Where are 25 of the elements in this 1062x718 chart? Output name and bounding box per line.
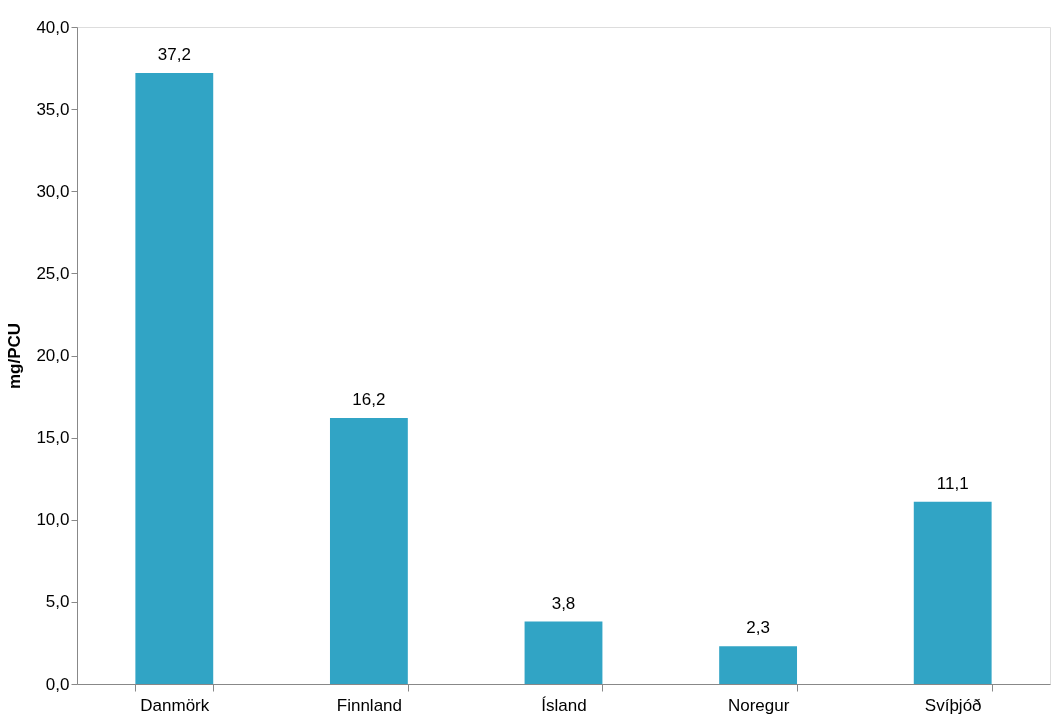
x-tick-label: Ísland: [541, 695, 587, 715]
data-label: 3,8: [551, 593, 576, 613]
data-label: 11,1: [936, 473, 969, 493]
y-tick-label: 20,0: [36, 346, 70, 365]
y-axis-title: mg/PCU: [5, 322, 25, 390]
bar: [719, 646, 798, 684]
bar: [329, 417, 408, 684]
y-tick-label: 5,0: [45, 592, 70, 612]
y-tick-label: 30,0: [36, 181, 70, 201]
y-tick-label: 25,0: [36, 263, 70, 283]
bar: [135, 72, 214, 684]
x-tick-label: Finnland: [336, 695, 403, 715]
y-tick-label: 10,0: [36, 510, 70, 530]
x-tick-label: Noregur: [727, 695, 790, 715]
data-label: 2,3: [746, 618, 770, 638]
x-tick-label: Svíþjóð: [924, 695, 982, 715]
data-label: 16,2: [352, 389, 386, 409]
x-tick-label: Danmörk: [140, 695, 210, 715]
bar: [913, 501, 992, 684]
y-tick-label: 35,0: [36, 99, 70, 119]
data-label: 37,2: [157, 44, 191, 64]
y-tick-label: 15,0: [36, 428, 70, 448]
bar: [524, 621, 603, 684]
y-tick-label: 40,0: [36, 17, 70, 37]
y-tick-label: 0,0: [45, 674, 70, 694]
